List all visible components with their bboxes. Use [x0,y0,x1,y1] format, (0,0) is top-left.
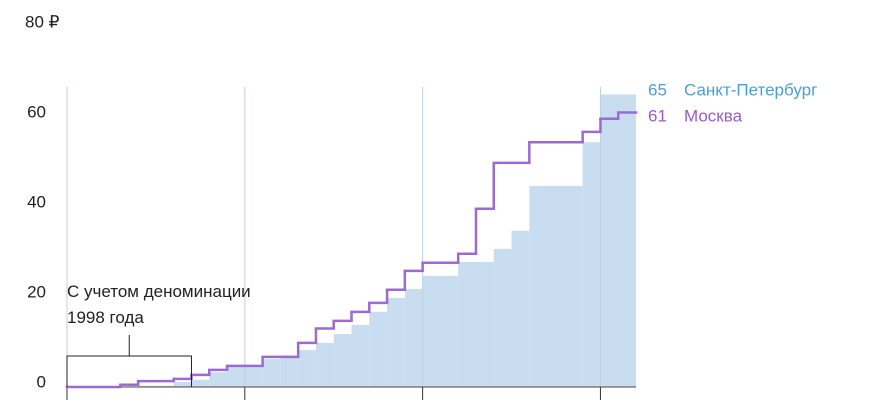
y-tick-label: 20 [27,282,46,301]
area-step [422,275,459,387]
area-step [369,311,388,387]
area-step [404,288,423,387]
area-step [298,350,316,387]
y-tick-label: 60 [27,102,46,121]
area-step [493,248,512,387]
legend-label: Москва [684,106,743,125]
area-step [511,230,530,387]
end-value: 61 [648,106,667,125]
area-step [351,324,370,387]
area-step [262,359,281,387]
area-step [333,333,352,387]
area-step [280,355,299,387]
area-step [138,385,174,387]
area-step [529,185,583,387]
area-step [191,379,210,387]
y-tick-label: 40 [27,192,46,211]
area-step [315,342,334,387]
y-tick-label: 0 [37,372,46,391]
area-step [582,142,601,387]
annotation-bracket [66,335,192,387]
legend-label: Санкт-Петербург [684,80,817,99]
end-value: 65 [648,80,667,99]
area-step [209,372,228,387]
area-step [173,382,192,387]
area-step [387,297,405,387]
annotation: С учетом деноминации 1998 года [67,282,251,327]
y-tick-label: 80 ₽ [25,12,60,31]
area-step [600,94,636,387]
area-step [458,261,494,387]
